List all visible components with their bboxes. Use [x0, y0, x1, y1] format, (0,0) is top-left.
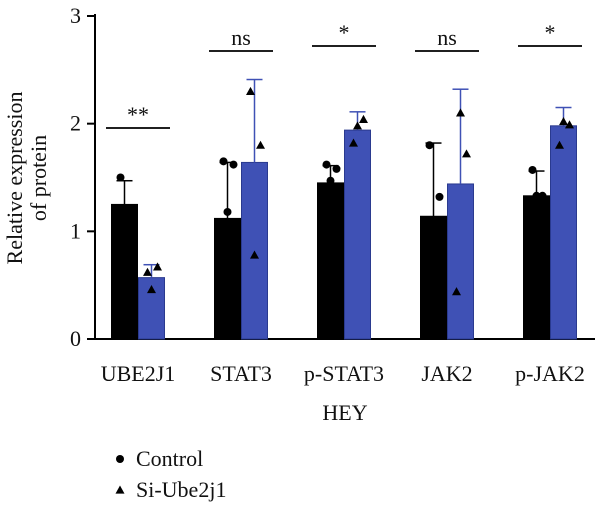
data-point: [559, 117, 568, 126]
significance-label: ns: [437, 25, 457, 50]
data-point: [223, 207, 232, 216]
data-point: [435, 192, 444, 201]
data-point: [349, 138, 358, 147]
data-point: [565, 120, 574, 129]
data-point: [143, 267, 152, 276]
y-axis-title: Relative expressionof protein: [2, 92, 51, 265]
y-axis-title-line: of protein: [26, 135, 51, 221]
significance-label: **: [127, 102, 149, 127]
legend-label-control: Control: [136, 446, 203, 471]
data-point: [532, 191, 541, 200]
data-point: [250, 250, 259, 259]
x-tick-label: JAK2: [421, 361, 472, 386]
data-point: [256, 140, 265, 149]
bar-control: [214, 217, 241, 340]
x-tick-label: STAT3: [210, 361, 272, 386]
x-tick-label: p-JAK2: [515, 361, 585, 386]
data-point: [147, 284, 156, 294]
x-axis-title: HEY: [322, 400, 367, 425]
bar-si-ube2j1: [344, 129, 371, 340]
legend-label-si-ube2j1: Si-Ube2j1: [136, 477, 226, 502]
y-tick-label: 0: [70, 326, 81, 351]
y-tick-label: 2: [70, 111, 81, 136]
significance-label: ns: [231, 25, 251, 50]
data-point: [115, 485, 125, 494]
data-point: [429, 232, 438, 241]
data-point: [456, 108, 465, 117]
data-point: [353, 121, 362, 130]
data-point: [219, 157, 228, 166]
data-point: [116, 455, 124, 463]
data-point: [452, 287, 461, 296]
data-point: [116, 173, 125, 182]
data-point: [126, 214, 135, 223]
bar-si-ube2j1: [447, 183, 474, 340]
data-point: [332, 164, 341, 173]
significance-label: *: [339, 20, 350, 45]
y-tick-label: 1: [70, 218, 81, 243]
data-point: [528, 165, 537, 174]
x-tick-label: UBE2J1: [101, 361, 176, 386]
data-point: [120, 213, 129, 222]
data-point: [322, 160, 331, 169]
y-tick-label: 3: [70, 3, 81, 28]
bar-control: [523, 195, 550, 340]
data-point: [246, 86, 255, 95]
data-point: [538, 191, 547, 200]
y-axis-title-line: Relative expression: [2, 92, 27, 265]
data-point: [462, 149, 471, 158]
bar-control: [111, 203, 138, 340]
bar-si-ube2j1: [550, 125, 577, 340]
x-tick-label: p-STAT3: [304, 361, 384, 386]
data-point: [153, 262, 162, 271]
data-point: [326, 176, 335, 185]
data-point: [359, 114, 368, 123]
data-point: [229, 160, 238, 169]
data-point: [425, 141, 434, 150]
bar-control: [317, 182, 344, 340]
significance-label: *: [545, 20, 556, 45]
data-point: [555, 140, 564, 149]
